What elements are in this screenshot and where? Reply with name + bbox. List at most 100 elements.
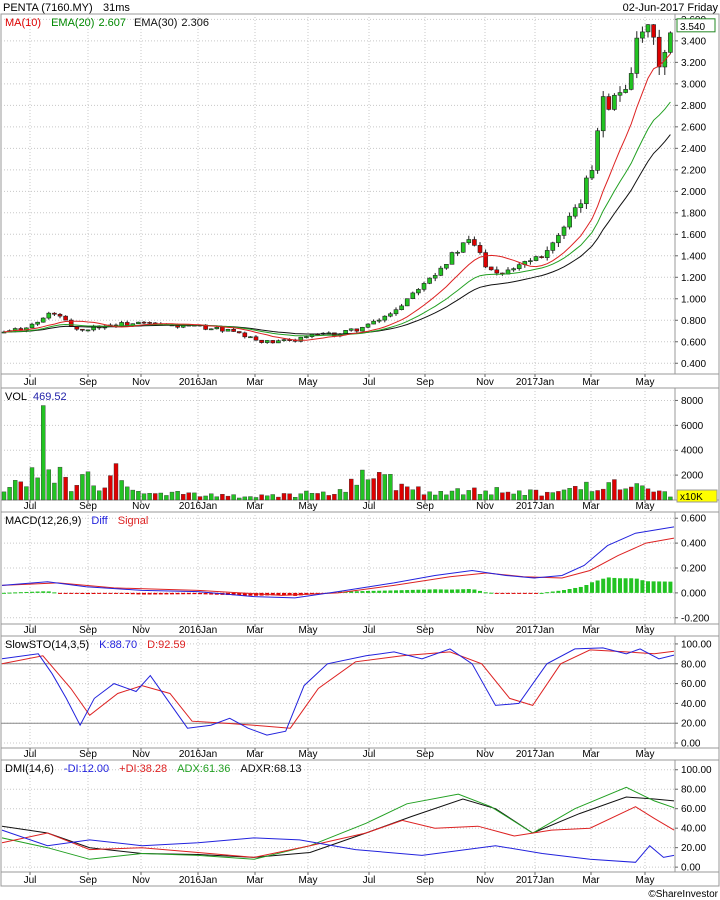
candle-down [488, 266, 494, 271]
legend-label: MA(10) [5, 17, 41, 29]
volume-bar-up [136, 491, 141, 501]
volume-bar-up [203, 495, 208, 501]
x-tick-label: Nov [132, 749, 150, 760]
macd-hist-up [618, 578, 622, 593]
macd-hist-down [108, 592, 113, 594]
legend-label: EMA(20) [51, 17, 94, 29]
ma10-line [3, 53, 671, 341]
volume-unit-box [676, 489, 718, 503]
macd-hist-up [651, 581, 656, 593]
candle-up [376, 319, 382, 322]
macd-diff-line [1, 526, 675, 599]
volume-bar-down [197, 496, 203, 501]
macd-hist-down [270, 592, 275, 596]
macd-hist-down [500, 592, 505, 594]
volume-bar-up [96, 490, 102, 501]
volume-bar-up [584, 481, 589, 501]
y-tick-label: 8000 [681, 396, 704, 407]
y-tick-label: 40.00 [681, 824, 706, 835]
macd-hist-up [562, 590, 566, 593]
volume-bar-up [578, 489, 583, 501]
volume-bar-up [85, 471, 91, 501]
macd-hist-up [612, 577, 617, 593]
candle-down [539, 256, 544, 258]
y-tick-label: 0.400 [681, 359, 706, 370]
x-tick-label: May [299, 377, 318, 388]
volume-bar-up [517, 490, 522, 501]
volume-bar-up [461, 494, 466, 501]
y-tick-label: 3.400 [681, 36, 706, 47]
chart-date: 02-Jun-2017 Friday [623, 2, 719, 14]
macd-hist-up [539, 592, 544, 594]
time-axis-band [0, 499, 720, 513]
volume-bar-down [416, 486, 421, 501]
volume-bar-up [410, 489, 415, 501]
macd-hist-down [522, 592, 527, 594]
y-tick-label: 0.600 [681, 514, 706, 525]
volume-bar-down [332, 494, 337, 501]
y-tick-label: 1.200 [681, 273, 706, 284]
y-tick-label: 0.00 [681, 863, 701, 874]
candle-up [393, 309, 399, 315]
x-tick-label: Nov [132, 875, 150, 886]
candle-up [600, 96, 606, 132]
volume-bar-up [236, 497, 242, 501]
volume-bar-down [276, 496, 281, 501]
candle-down [253, 336, 259, 341]
candle-down [124, 322, 130, 326]
volume-bar-down [505, 491, 511, 501]
panel-price [0, 13, 676, 375]
macd-hist-up [590, 582, 594, 593]
volume-bar-down [399, 483, 404, 501]
candle-up [444, 264, 449, 269]
x-tick-label: Jul [24, 875, 37, 886]
volume-bar-up [253, 497, 259, 501]
volume-bar-down [617, 489, 623, 501]
volume-bar-down [371, 478, 376, 501]
macd-hist-up [545, 592, 550, 594]
volume-bar-up [589, 491, 595, 501]
macd-hist-down [80, 592, 85, 594]
candle-down [606, 96, 612, 110]
x-tick-label: 2016Jan [179, 625, 217, 636]
volume-bar-down [220, 494, 225, 501]
x-tick-label: Jul [363, 875, 376, 886]
legend-label: EMA(30) [134, 17, 177, 29]
y-tick-label: 2.800 [681, 101, 706, 112]
candle-up [360, 326, 365, 332]
last-price-label: 3.540 [680, 22, 705, 33]
sto-k-line [1, 647, 675, 736]
x-tick-label: Sep [416, 625, 434, 636]
candle-down [141, 321, 147, 324]
candle-down [242, 332, 248, 338]
macd-hist-up [360, 591, 365, 593]
macd-hist-up [573, 587, 578, 593]
x-tick-label: Mar [246, 501, 264, 512]
candle-up [668, 32, 673, 53]
legend-value: 2.306 [181, 17, 209, 29]
x-tick-label: Jul [24, 501, 37, 512]
y-tick-label: 80.00 [681, 785, 706, 796]
candle-up [365, 323, 371, 328]
volume-bar-down [500, 492, 505, 501]
volume-bar-up [444, 494, 449, 501]
legend-label: Signal [118, 515, 149, 527]
volume-bar-down [651, 491, 656, 501]
x-tick-label: 2016Jan [179, 501, 217, 512]
volume-bar-down [186, 492, 192, 501]
ticker-title: PENTA (7160.MY) [3, 2, 93, 14]
legend-label: SlowSTO(14,3,5) [5, 639, 89, 651]
x-tick-label: 2016Jan [179, 875, 217, 886]
volume-bar-down [556, 491, 561, 501]
x-tick-label: Sep [416, 377, 434, 388]
volume-bar-up [337, 489, 343, 501]
candle-up [388, 313, 393, 317]
x-tick-label: May [299, 875, 318, 886]
y-tick-label: 2.000 [681, 187, 706, 198]
y-tick-label: 40.00 [681, 699, 706, 710]
volume-bar-up [354, 484, 359, 501]
volume-bar-down [18, 481, 23, 501]
macd-signal-line [1, 537, 675, 596]
macd-hist-up [46, 591, 51, 593]
volume-bar-up [360, 469, 365, 501]
